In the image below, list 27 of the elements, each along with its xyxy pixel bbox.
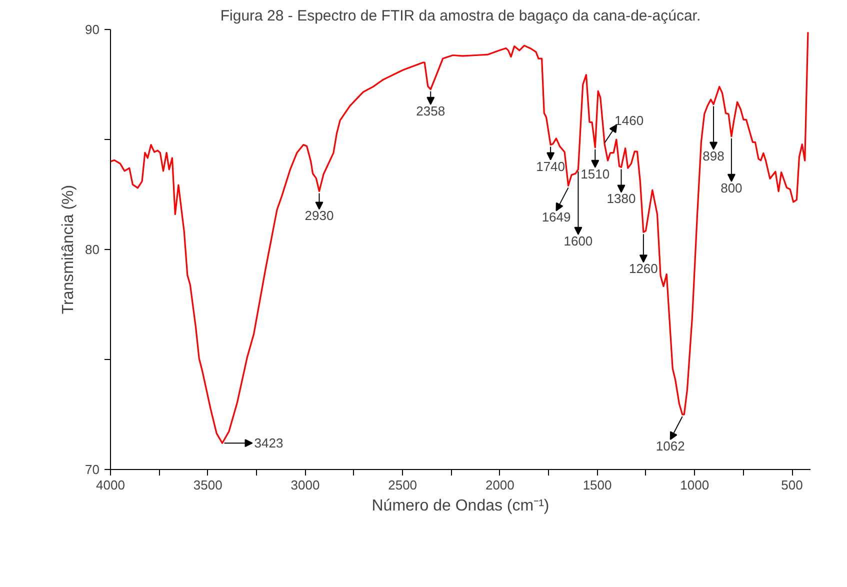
annotation: 898 [702,148,724,164]
annotation: 1649 [542,210,571,225]
annotation: 2930 [304,208,334,224]
chart-title: Figura 28 - Espectro de FTIR da amostra de bagaço da cana-de-açúcar. [220,8,701,24]
x-tick-label: 1000 [680,478,710,492]
y-tick-label: 70 [85,462,100,477]
x-axis-title: Número de Ondas (cm⁻¹) [372,498,550,514]
x-tick-label: 2500 [388,478,418,492]
x-tick-label: 3000 [290,478,320,492]
annotation: 1260 [628,261,658,276]
y-tick-label: 90 [85,22,100,37]
x-tick-label: 4000 [96,478,125,492]
y-tick-label: 80 [85,242,100,257]
x-tick-label: 2000 [485,478,514,492]
annotation: 1380 [606,191,636,206]
annotation: 800 [720,180,742,196]
x-tick-label: 1500 [582,478,612,492]
annotation: 1460 [614,112,644,128]
annotation: 3423 [254,436,284,451]
y-axis-title: Transmitância (%) [60,184,78,314]
annotation: 1510 [580,166,610,182]
annotation: 1740 [536,158,566,174]
x-tick-label: 500 [781,478,803,492]
annotation: 1062 [656,438,685,454]
annotation: 1600 [564,233,593,248]
annotation: 2358 [416,103,446,118]
x-tick-label: 3500 [193,478,222,492]
